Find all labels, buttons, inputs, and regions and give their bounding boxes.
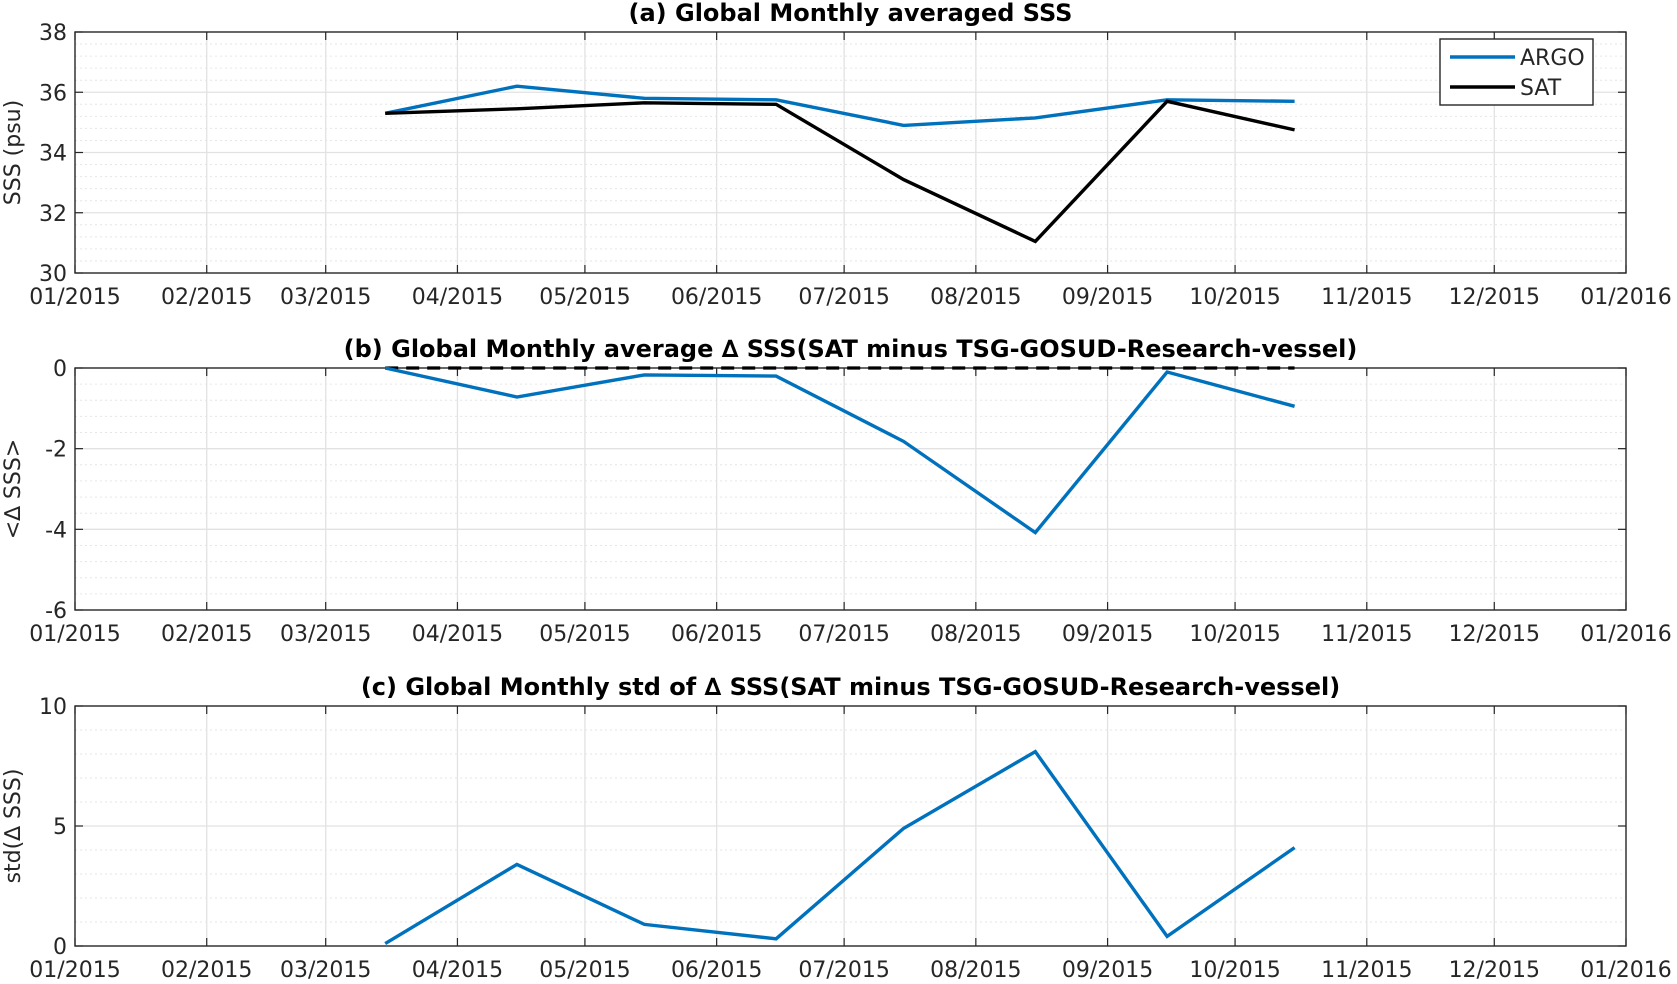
x-tick-label: 05/2015	[539, 622, 630, 647]
x-tick-label: 01/2016	[1580, 958, 1671, 983]
y-tick-label: 32	[39, 202, 67, 227]
x-tick-label: 05/2015	[539, 958, 630, 983]
x-tick-label: 12/2015	[1449, 285, 1540, 310]
x-tick-label: 05/2015	[539, 285, 630, 310]
x-tick-label: 04/2015	[412, 285, 503, 310]
x-tick-label: 11/2015	[1321, 285, 1412, 310]
panel-c: 01/2015 02/2015 03/2015 04/2015 05/2015 06/20…	[1, 673, 1672, 983]
x-tick-label: 04/2015	[412, 958, 503, 983]
x-tick-label: 01/2016	[1580, 622, 1671, 647]
x-tick-label: 03/2015	[280, 622, 371, 647]
x-tick-label: 02/2015	[161, 622, 252, 647]
x-tick-label: 01/2015	[29, 958, 120, 983]
x-tick-label: 01/2016	[1580, 285, 1671, 310]
y-tick-label: 10	[39, 695, 67, 720]
x-tick-label: 09/2015	[1062, 622, 1153, 647]
panel-title: (c) Global Monthly std of ∆ SSS(SAT minu…	[361, 673, 1340, 701]
x-tick-label: 07/2015	[798, 958, 889, 983]
x-tick-label: 07/2015	[798, 285, 889, 310]
panel-b: 01/2015 02/2015 03/2015 04/2015 05/2015 06/20…	[1, 335, 1672, 647]
x-tick-label: 09/2015	[1062, 958, 1153, 983]
series-line	[384, 366, 1296, 535]
y-tick-label: 0	[53, 935, 67, 960]
y-tick-label: 0	[53, 357, 67, 382]
x-tick-label: 08/2015	[930, 958, 1021, 983]
x-tick-label: 08/2015	[930, 285, 1021, 310]
x-tick-label: 02/2015	[161, 285, 252, 310]
series-line-sat	[385, 99, 1295, 244]
y-tick-label: 34	[39, 142, 67, 167]
panel-title: (a) Global Monthly averaged SSS	[629, 0, 1073, 27]
y-axis-label: SSS (psu)	[1, 100, 26, 205]
x-tick-label: 10/2015	[1189, 958, 1280, 983]
x-tick-label: 11/2015	[1321, 958, 1412, 983]
x-tick-label: 01/2015	[29, 622, 120, 647]
legend: ARGO SAT	[1439, 38, 1594, 106]
x-tick-label: 06/2015	[671, 958, 762, 983]
x-tick-label: 03/2015	[280, 958, 371, 983]
x-tick-label: 06/2015	[671, 622, 762, 647]
x-tick-label: 12/2015	[1449, 958, 1540, 983]
x-tick-label: 01/2015	[29, 285, 120, 310]
x-tick-label: 04/2015	[412, 622, 503, 647]
x-tick-label: 11/2015	[1321, 622, 1412, 647]
panel-a: 01/2015 02/2015 03/2015 04/2015 05/2015 06/20…	[1, 0, 1672, 310]
legend-label-sat: SAT	[1520, 76, 1562, 101]
series-line	[384, 749, 1296, 946]
series-line-argo	[384, 84, 1295, 128]
x-tick-label: 09/2015	[1062, 285, 1153, 310]
legend-box	[1439, 38, 1594, 106]
y-axis-label: <∆ SSS>	[1, 439, 26, 539]
x-tick-label: 03/2015	[280, 285, 371, 310]
y-axis-label: std(∆ SSS)	[1, 769, 26, 884]
y-tick-label: -4	[45, 518, 67, 543]
x-tick-label: 06/2015	[671, 285, 762, 310]
y-tick-label: 5	[53, 815, 67, 840]
panel-title: (b) Global Monthly average ∆ SSS(SAT min…	[344, 335, 1358, 363]
x-tick-label: 12/2015	[1449, 622, 1540, 647]
y-tick-label: -2	[45, 438, 67, 463]
y-tick-label: 38	[39, 21, 67, 46]
y-tick-label: -6	[45, 599, 67, 624]
y-tick-label: 30	[39, 262, 67, 287]
legend-label-argo: ARGO	[1520, 46, 1585, 71]
x-tick-label: 10/2015	[1189, 285, 1280, 310]
x-tick-label: 10/2015	[1189, 622, 1280, 647]
x-tick-label: 02/2015	[161, 958, 252, 983]
x-tick-label: 07/2015	[798, 622, 889, 647]
x-tick-label: 08/2015	[930, 622, 1021, 647]
y-tick-label: 36	[39, 81, 67, 106]
